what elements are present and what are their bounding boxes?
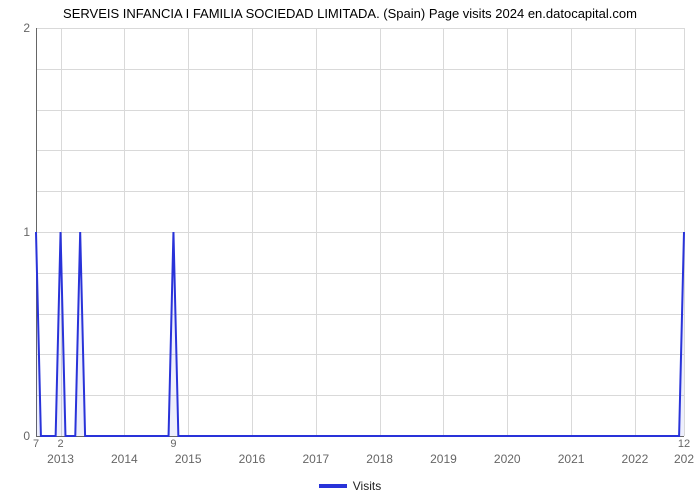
x-tick-label: 2020 <box>494 436 521 466</box>
point-label: 7 <box>33 436 39 450</box>
plot-area: 0122013201420152016201720182019202020212… <box>36 28 684 436</box>
x-tick-label: 2014 <box>111 436 138 466</box>
y-tick-label: 2 <box>23 21 36 35</box>
point-label: 2 <box>57 436 63 450</box>
x-tick-label: 2021 <box>558 436 585 466</box>
chart-container: SERVEIS INFANCIA I FAMILIA SOCIEDAD LIMI… <box>0 0 700 500</box>
plot: 0122013201420152016201720182019202020212… <box>36 28 684 436</box>
series-line <box>36 232 684 436</box>
chart-title: SERVEIS INFANCIA I FAMILIA SOCIEDAD LIMI… <box>0 6 700 21</box>
line-series <box>36 28 684 436</box>
x-tick-label: 2017 <box>302 436 329 466</box>
series-fill <box>36 232 684 436</box>
x-tick-label: 2015 <box>175 436 202 466</box>
x-tick-label: 2019 <box>430 436 457 466</box>
point-label: 9 <box>170 436 176 450</box>
grid-line-v <box>684 28 685 436</box>
legend: Visits <box>0 478 700 493</box>
y-tick-label: 1 <box>23 225 36 239</box>
x-tick-label: 2022 <box>622 436 649 466</box>
legend-label: Visits <box>353 479 381 493</box>
point-label: 12 <box>678 436 690 450</box>
legend-swatch <box>319 484 347 488</box>
x-tick-label: 2016 <box>239 436 266 466</box>
x-tick-label: 2018 <box>366 436 393 466</box>
